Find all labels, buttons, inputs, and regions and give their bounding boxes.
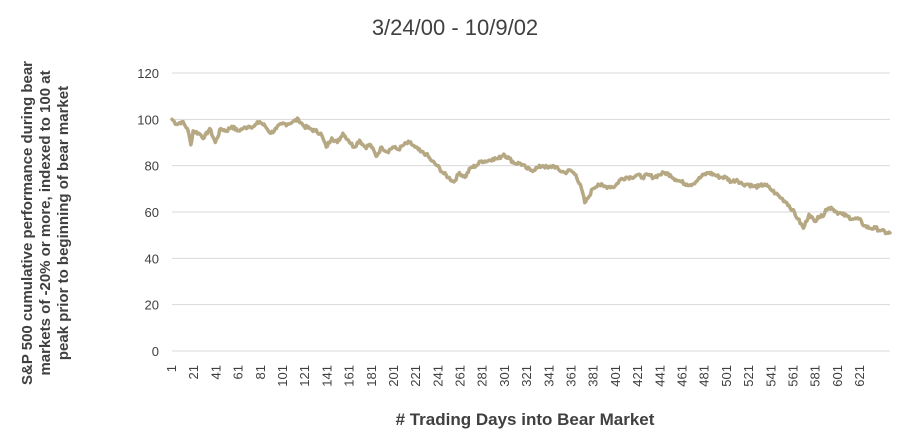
y-tick-label: 100 [137, 112, 159, 127]
x-tick-label: 101 [275, 365, 290, 387]
y-axis-title: S&P 500 cumulative performance during be… [19, 61, 72, 385]
series-layer [170, 116, 892, 236]
x-tick-label: 561 [785, 365, 800, 387]
y-tick-label: 20 [145, 298, 159, 313]
y-tick-label: 60 [145, 205, 159, 220]
x-tick-label: 481 [697, 365, 712, 387]
gridlines [172, 72, 890, 352]
y-tick-label: 0 [152, 344, 159, 359]
x-tick-label: 461 [674, 365, 689, 387]
x-tick-label: 221 [408, 365, 423, 387]
y-tick-label: 80 [145, 159, 159, 174]
y-axis-title-line-2: markets of -20% or more, indexed to 100 … [37, 70, 54, 375]
x-tick-label: 581 [808, 365, 823, 387]
y-tick-label: 120 [137, 66, 159, 81]
x-tick-label: 301 [497, 365, 512, 387]
y-axis-title-line-1: S&P 500 cumulative performance during be… [19, 61, 36, 385]
y-axis-title-line-3: peak prior to beginning of bear market [55, 86, 72, 360]
x-tick-label: 501 [719, 365, 734, 387]
x-tick-label: 621 [852, 365, 867, 387]
x-tick-label: 261 [453, 365, 468, 387]
x-axis-title: # Trading Days into Bear Market [396, 410, 655, 429]
x-tick-label: 201 [386, 365, 401, 387]
x-tick-label: 121 [297, 365, 312, 387]
x-axis-ticks: 1 21 41 61 81 101 121 141 161 181 201 221 241 261 281 3… [164, 365, 867, 387]
x-tick-label: 21 [186, 365, 201, 379]
x-tick-label: 61 [231, 365, 246, 379]
x-tick-label: 1 [164, 365, 179, 372]
x-tick-label: 41 [208, 365, 223, 379]
chart-title: 3/24/00 - 10/9/02 [372, 15, 538, 40]
x-tick-label: 401 [608, 365, 623, 387]
x-tick-label: 521 [741, 365, 756, 387]
x-tick-label: 321 [519, 365, 534, 387]
x-tick-label: 381 [586, 365, 601, 387]
x-tick-label: 341 [541, 365, 556, 387]
x-tick-label: 81 [253, 365, 268, 379]
x-tick-label: 281 [475, 365, 490, 387]
y-axis-ticks: 0 20 40 60 80 100 120 [137, 66, 159, 359]
y-tick-label: 40 [145, 251, 159, 266]
x-tick-label: 141 [319, 365, 334, 387]
x-tick-label: 181 [364, 365, 379, 387]
x-tick-label: 601 [830, 365, 845, 387]
x-tick-label: 541 [763, 365, 778, 387]
x-tick-label: 161 [342, 365, 357, 387]
series-line [170, 116, 892, 236]
x-tick-label: 441 [652, 365, 667, 387]
x-tick-label: 361 [564, 365, 579, 387]
x-tick-label: 241 [430, 365, 445, 387]
x-tick-label: 421 [630, 365, 645, 387]
